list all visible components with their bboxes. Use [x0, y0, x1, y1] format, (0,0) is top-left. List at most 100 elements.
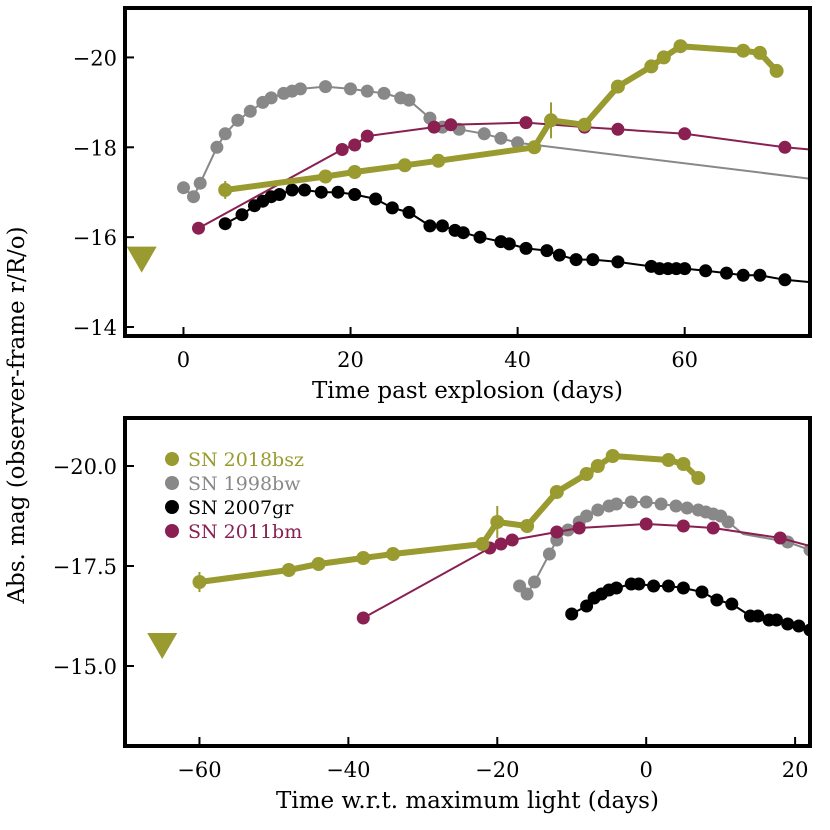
legend-label-sn-2007gr: SN 2007gr: [188, 497, 294, 519]
bottom-point-sn-2011bm: [494, 537, 508, 551]
top-point-sn-2018bsz: [431, 153, 446, 168]
bottom-point-sn-1998bw: [580, 509, 594, 523]
legend-marker-sn-2007gr: [165, 500, 179, 514]
bottom-series-sn-2007gr: [565, 577, 810, 637]
top-point-sn-2007gr: [273, 188, 286, 201]
bottom-point-sn-2007gr: [781, 617, 795, 631]
bottom-point-sn-2011bm: [706, 521, 720, 535]
bottom-point-sn-2007gr: [632, 577, 646, 591]
top-y-tick-label: −18: [73, 136, 117, 160]
bottom-point-sn-2007gr: [710, 593, 724, 607]
top-point-sn-1998bw: [187, 190, 200, 204]
top-point-sn-2007gr: [473, 230, 487, 244]
bottom-point-sn-2007gr: [725, 597, 739, 611]
top-point-sn-2018bsz: [347, 165, 362, 179]
bottom-point-sn-1998bw: [520, 587, 534, 601]
top-panel: 0 20 40 60 −20 −18 −16 −14 Time past explosion (…: [73, 6, 812, 404]
top-point-sn-2007gr: [778, 273, 792, 287]
top-point-sn-2007gr: [314, 185, 328, 199]
top-point-sn-2007gr: [285, 183, 299, 197]
bottom-point-sn-2018bsz: [311, 557, 326, 571]
bottom-point-sn-2018bsz: [549, 485, 564, 499]
top-point-sn-2007gr: [298, 183, 312, 197]
top-point-sn-2007gr: [435, 219, 449, 233]
bottom-point-sn-2007gr: [565, 607, 579, 621]
bottom-plot-area: [147, 449, 810, 659]
top-point-sn-1998bw: [377, 86, 391, 100]
top-point-sn-2007gr: [331, 185, 345, 199]
top-point-sn-2011bm: [444, 118, 458, 132]
top-point-sn-2011bm: [519, 116, 533, 130]
bottom-point-sn-2011bm: [639, 517, 653, 531]
bottom-panel: −60 −40 −20 0 20 −20.0 −17.5 −15.0 Time w.r.t. m…: [53, 416, 812, 814]
top-point-sn-2007gr: [720, 266, 733, 280]
top-series-sn-2018bsz: [218, 39, 784, 199]
bottom-x-tick-label: −40: [326, 758, 370, 782]
top-point-sn-1998bw: [477, 127, 491, 141]
top-point-sn-2007gr: [423, 219, 437, 233]
top-point-sn-1998bw: [319, 80, 332, 94]
legend-marker-sn-2018bsz: [165, 452, 179, 466]
bottom-point-sn-2018bsz: [192, 575, 207, 589]
top-point-sn-2018bsz: [644, 59, 659, 74]
top-point-sn-2007gr: [699, 264, 713, 278]
bottom-point-sn-2018bsz: [661, 453, 676, 467]
bottom-point-sn-2018bsz: [490, 515, 505, 529]
bottom-point-sn-2007gr: [676, 581, 690, 595]
top-point-sn-2011bm: [192, 221, 205, 235]
bottom-point-sn-2018bsz: [691, 471, 706, 485]
bottom-y-tick-label: −17.5: [53, 555, 117, 579]
bottom-y-tick-label: −20.0: [53, 455, 117, 479]
top-point-sn-2018bsz: [769, 63, 784, 78]
bottom-point-sn-2011bm: [505, 533, 519, 547]
top-y-tick-label: −16: [73, 226, 117, 250]
top-point-sn-2018bsz: [527, 140, 542, 155]
top-point-sn-2007gr: [502, 237, 516, 251]
top-x-tick-label: 60: [671, 348, 698, 372]
top-series-sn-1998bw: [177, 80, 810, 204]
legend-label-sn-2011bm: SN 2011bm: [188, 521, 302, 543]
bottom-point-sn-2018bsz: [605, 449, 620, 463]
bottom-line-sn-1998bw: [518, 501, 810, 595]
top-point-sn-2007gr: [402, 205, 416, 219]
shared-y-axis-label: Abs. mag (observer-frame r/R/o): [4, 226, 30, 604]
bottom-point-sn-1998bw: [669, 499, 683, 513]
bottom-point-sn-2018bsz: [520, 519, 535, 533]
bottom-point-sn-2018bsz: [281, 563, 296, 577]
bottom-series-sn-2011bm: [356, 517, 810, 625]
top-point-sn-2011bm: [335, 143, 349, 156]
top-point-sn-2007gr: [736, 268, 750, 282]
bottom-point-sn-2018bsz: [590, 459, 605, 473]
legend-marker-sn-1998bw: [165, 476, 179, 490]
top-upper-limit-sn-2018bsz: [126, 246, 157, 273]
top-point-sn-1998bw: [177, 181, 190, 195]
bottom-point-sn-2007gr: [695, 585, 709, 599]
top-y-tick-label: −20: [73, 46, 117, 70]
bottom-point-sn-2007gr: [792, 619, 806, 633]
bottom-point-sn-2011bm: [550, 525, 564, 539]
top-point-sn-2011bm: [360, 129, 374, 143]
bottom-point-sn-1998bw: [654, 497, 668, 511]
bottom-x-tick-label: −60: [177, 758, 221, 782]
top-point-sn-2007gr: [552, 248, 566, 262]
top-point-sn-1998bw: [193, 176, 207, 190]
top-point-sn-2011bm: [348, 138, 362, 152]
top-point-sn-1998bw: [402, 93, 416, 107]
bottom-point-sn-1998bw: [591, 503, 605, 517]
bottom-x-tick-label: −20: [475, 758, 519, 782]
bottom-point-sn-2018bsz: [356, 551, 371, 565]
bottom-axes-frame: [123, 416, 812, 748]
bottom-point-sn-2011bm: [356, 611, 370, 625]
top-point-sn-2018bsz: [673, 39, 688, 54]
top-point-sn-1998bw: [494, 131, 508, 145]
bottom-x-tick-label: 20: [782, 758, 809, 782]
bottom-point-sn-2018bsz: [676, 457, 691, 471]
top-point-sn-1998bw: [511, 136, 525, 150]
top-plot-area: [126, 39, 810, 287]
bottom-point-sn-1998bw: [624, 495, 638, 509]
top-point-sn-2007gr: [569, 253, 583, 267]
top-point-sn-2007gr: [753, 268, 767, 282]
bottom-series-sn-1998bw: [513, 495, 810, 601]
